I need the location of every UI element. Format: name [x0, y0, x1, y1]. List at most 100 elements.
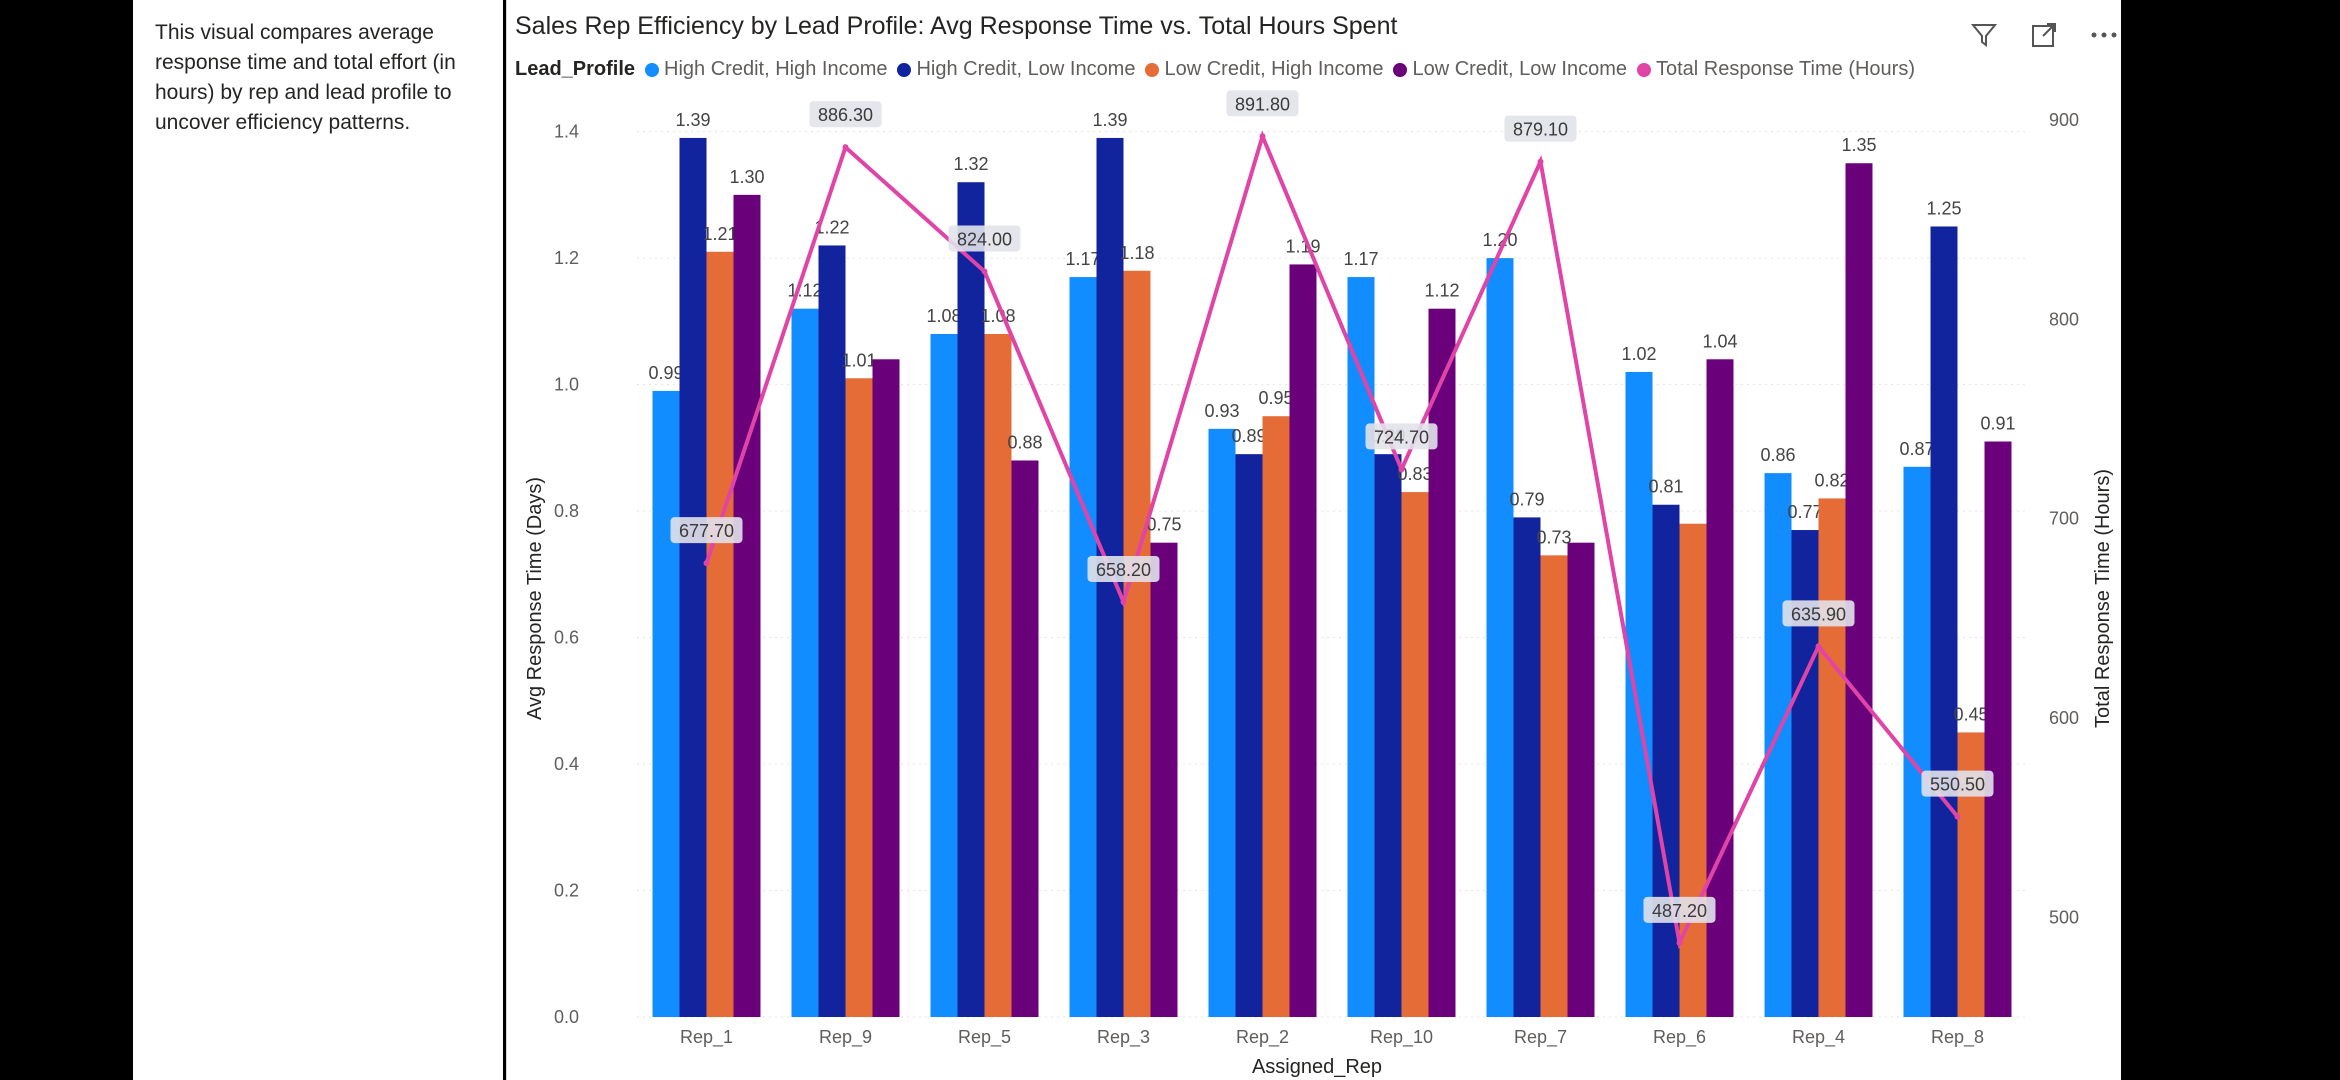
- bar-data-label: 0.88: [1007, 432, 1042, 452]
- bar-data-label: 0.73: [1536, 527, 1571, 547]
- bar: [1930, 226, 1958, 1017]
- line-label-background: [670, 517, 743, 544]
- line-point: [1815, 643, 1822, 650]
- focus-mode-icon[interactable]: [2027, 18, 2061, 52]
- chart-visual[interactable]: Sales Rep Efficiency by Lead Profile: Av…: [506, 0, 2121, 1080]
- bar-data-label: 1.17: [1343, 249, 1378, 269]
- bar: [845, 378, 873, 1017]
- legend-item[interactable]: Low Credit, Low Income: [1393, 58, 1627, 81]
- bar: [957, 182, 985, 1017]
- line-point: [1120, 598, 1127, 605]
- legend-item[interactable]: High Credit, Low Income: [897, 58, 1135, 81]
- legend-swatch: [645, 62, 660, 77]
- bar: [1845, 163, 1873, 1017]
- legend-item[interactable]: Low Credit, High Income: [1145, 58, 1383, 81]
- legend-swatch: [1637, 62, 1651, 77]
- line-point: [1954, 813, 1961, 820]
- filter-icon[interactable]: [1967, 18, 2001, 52]
- bar: [1903, 466, 1931, 1017]
- bar-data-label: 1.39: [675, 110, 710, 130]
- legend-label: Total Response Time (Hours): [1656, 58, 1915, 80]
- bar: [1069, 277, 1097, 1017]
- bar: [1428, 308, 1456, 1018]
- line-point: [1398, 466, 1405, 473]
- legend-item[interactable]: High Credit, High Income: [645, 58, 887, 81]
- bar-data-label: 1.01: [841, 350, 876, 370]
- bar-data-label: 1.02: [1621, 344, 1656, 364]
- bar-data-label: 1.25: [1926, 198, 1961, 218]
- x-tick-label: Rep_6: [1653, 1027, 1706, 1048]
- x-tick-label: Rep_9: [819, 1027, 872, 1048]
- bar: [872, 359, 900, 1017]
- line-label-background: [1921, 770, 1994, 797]
- line-data-label: 886.30: [818, 105, 873, 125]
- bar: [984, 333, 1012, 1017]
- bar-data-label: 0.79: [1509, 489, 1544, 509]
- side-note-panel: This visual compares average response ti…: [133, 0, 503, 1080]
- bar-data-label: 1.32: [953, 154, 988, 174]
- legend-swatch: [1393, 62, 1408, 77]
- bar-data-label: 1.39: [1092, 110, 1127, 130]
- x-tick-label: Rep_4: [1792, 1027, 1845, 1048]
- bar-data-label: 1.19: [1285, 236, 1320, 256]
- line-label-background: [1782, 600, 1855, 627]
- chart-legend: Lead_Profile High Credit, High Income Hig…: [515, 58, 1925, 81]
- line-label-background: [809, 101, 882, 128]
- line-label-background: [1504, 115, 1577, 142]
- bar: [1513, 517, 1541, 1017]
- y-tick-label: 0.6: [554, 628, 579, 648]
- legend-swatch: [1145, 62, 1160, 77]
- legend-label: Low Credit, High Income: [1164, 58, 1384, 80]
- bar: [1374, 454, 1402, 1017]
- bar-data-label: 0.83: [1397, 464, 1432, 484]
- y-tick-label: 1.0: [554, 375, 579, 395]
- y-axis-title: Avg Response Time (Days): [524, 477, 546, 720]
- line-point: [842, 144, 849, 151]
- y-tick-label: 0.4: [554, 754, 579, 774]
- bar: [1652, 504, 1680, 1017]
- y2-tick-label: 700: [2049, 509, 2079, 529]
- bar-data-label: 0.99: [648, 363, 683, 383]
- x-tick-label: Rep_2: [1236, 1027, 1289, 1048]
- line-data-label: 487.20: [1652, 901, 1707, 921]
- bar-data-label: 0.87: [1899, 439, 1934, 459]
- line-label-background: [1365, 423, 1438, 450]
- bar-data-label: 0.82: [1814, 470, 1849, 490]
- legend-swatch: [897, 62, 912, 77]
- line-data-label: 724.70: [1374, 427, 1429, 447]
- bar-data-label: 1.18: [1119, 243, 1154, 263]
- legend-title: Lead_Profile: [515, 58, 636, 80]
- legend-items: High Credit, High Income High Credit, Low…: [645, 58, 1925, 81]
- bar: [1347, 277, 1375, 1017]
- chart-title: Sales Rep Efficiency by Lead Profile: Av…: [515, 12, 1398, 40]
- side-note-text: This visual compares average response ti…: [155, 21, 456, 134]
- line-data-label: 677.70: [679, 521, 734, 541]
- bar-data-label: 1.12: [787, 281, 822, 301]
- more-options-icon[interactable]: [2087, 18, 2121, 52]
- bar: [1984, 441, 2012, 1018]
- bar: [1818, 498, 1846, 1018]
- bar-data-label: 0.93: [1204, 401, 1239, 421]
- y2-axis-title: Total Response Time (Hours): [2092, 469, 2114, 728]
- y-tick-label: 0.8: [554, 501, 579, 521]
- y-tick-label: 1.2: [554, 248, 579, 268]
- line-point: [981, 268, 988, 275]
- bar-data-label: 1.08: [926, 306, 961, 326]
- legend-label: High Credit, High Income: [664, 58, 888, 80]
- x-tick-label: Rep_5: [958, 1027, 1011, 1048]
- x-tick-label: Rep_8: [1931, 1027, 1984, 1048]
- y-tick-label: 0.0: [554, 1007, 579, 1027]
- line-label-background: [1087, 555, 1160, 582]
- x-tick-label: Rep_10: [1370, 1027, 1433, 1048]
- line-data-label: 879.10: [1513, 120, 1568, 140]
- bar: [818, 245, 846, 1017]
- legend-item[interactable]: Total Response Time (Hours): [1637, 58, 1915, 81]
- bar: [1150, 542, 1178, 1017]
- line-point: [1259, 133, 1266, 140]
- bar: [1764, 473, 1792, 1017]
- line-label-background: [948, 225, 1021, 252]
- y-tick-label: 1.4: [554, 122, 579, 142]
- bar: [1011, 460, 1039, 1018]
- bar: [1235, 454, 1263, 1017]
- bar-data-label: 1.17: [1065, 249, 1100, 269]
